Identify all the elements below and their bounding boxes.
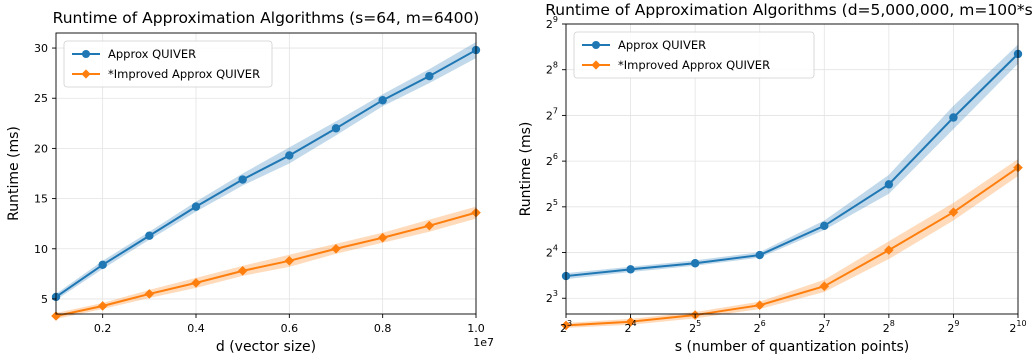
- y-tick-exponent: 7: [553, 106, 558, 115]
- series-2-point: [191, 278, 201, 288]
- y-tick-label: 25: [34, 92, 48, 105]
- series-2-point: [97, 301, 108, 311]
- legend-box: [573, 31, 815, 79]
- x-tick-label: 0.6: [281, 322, 299, 335]
- legend: Approx QUIVER *Improved Approx QUIVER: [63, 40, 273, 88]
- series-2-point: [819, 281, 830, 292]
- y-tick-exponent: 5: [553, 198, 558, 207]
- y-axis-label: Runtime (ms): [6, 126, 22, 221]
- y-tick-label: 25: [546, 198, 558, 214]
- series-1-point: [425, 71, 434, 81]
- series-1-confidence-band: [566, 44, 1018, 280]
- series-1-point: [191, 202, 201, 211]
- series-2-point: [331, 243, 341, 254]
- legend: Approx QUIVER *Improved Approx QUIVER: [573, 31, 815, 79]
- series-2-point: [51, 311, 61, 321]
- series-1-point: [98, 260, 107, 270]
- series-1-point: [690, 259, 700, 268]
- y-tick-label: 20: [34, 142, 48, 155]
- y-tick-exponent: 9: [553, 15, 558, 24]
- series-2-point: [237, 266, 248, 276]
- legend-marker-2: [81, 69, 91, 79]
- legend-label-1: Approx QUIVER: [618, 38, 706, 52]
- x-tick-label: 26: [754, 319, 766, 335]
- series-2-line: [565, 166, 1019, 327]
- x-tick-exponent: 9: [954, 319, 959, 328]
- y-tick-label: 10: [34, 243, 48, 256]
- x-tick-label: 27: [818, 319, 830, 335]
- x-scale-offset-label: 1e7: [473, 336, 494, 349]
- plot-frame: [565, 23, 1019, 315]
- series-2-point: [625, 316, 636, 327]
- series-1-point: [626, 265, 635, 274]
- series-1-point: [378, 96, 387, 105]
- x-tick-label: 210: [1009, 319, 1026, 335]
- series-1-point: [949, 113, 958, 122]
- chart-left-svg: 0.2 0.4 0.6 0.8 1.0 5 10 15 20 25 30 Runtime of Ap…: [6, 9, 494, 354]
- chart-title: Runtime of Approximation Algorithms (d=5…: [545, 1, 1034, 19]
- y-tick-label: 26: [546, 152, 558, 168]
- x-tick-exponent: 3: [567, 319, 572, 328]
- series-2-point: [948, 207, 959, 217]
- series-2-point: [377, 232, 388, 243]
- y-tick-label: 27: [546, 106, 558, 122]
- x-tick-exponent: 8: [890, 319, 895, 328]
- x-tick-exponent: 10: [1016, 319, 1026, 328]
- legend-box: [63, 40, 273, 88]
- series-2-point: [284, 256, 295, 266]
- y-tick-label: 30: [34, 42, 48, 55]
- series-1-point: [285, 151, 294, 160]
- y-tick-label: 24: [546, 244, 558, 260]
- y-tick-exponent: 4: [553, 244, 558, 253]
- chart-left: 0.2 0.4 0.6 0.8 1.0 5 10 15 20 25 30 Runtime of Ap…: [0, 0, 512, 354]
- x-tick-label: 0.2: [94, 322, 112, 335]
- chart-title: Runtime of Approximation Algorithms (s=6…: [53, 9, 480, 27]
- x-tick-label: 0.4: [187, 322, 205, 335]
- y-tick-label: 23: [546, 289, 558, 305]
- series-2-point: [754, 300, 765, 310]
- series-1-point: [145, 231, 154, 240]
- y-tick-label: 15: [34, 193, 48, 206]
- x-axis-label: s (number of quantization points): [675, 339, 910, 354]
- x-tick-exponent: 5: [696, 319, 701, 328]
- y-tick-exponent: 8: [553, 61, 558, 70]
- x-tick-label: 23: [560, 319, 572, 335]
- series-1-point: [331, 124, 341, 133]
- x-tick-label: 28: [883, 319, 895, 335]
- series-1-point: [884, 180, 894, 189]
- legend-label-1: Approx QUIVER: [108, 47, 196, 61]
- legend-label-2: *Improved Approx QUIVER: [108, 67, 260, 81]
- x-tick-label: 24: [625, 319, 637, 335]
- plot-frame: [55, 32, 477, 315]
- x-tick-label: 29: [947, 319, 959, 335]
- y-axis-label: Runtime (ms): [518, 122, 534, 217]
- x-tick-label: 1.0: [467, 322, 485, 335]
- x-tick-exponent: 4: [632, 319, 637, 328]
- x-tick-label: 0.8: [374, 322, 392, 335]
- chart-right: 23 24 25 26 27 28 29 210 23 24 25 26 27 28 29 Runtime …: [512, 0, 1034, 354]
- series-1-point: [820, 221, 829, 231]
- y-tick-exponent: 6: [553, 152, 558, 161]
- x-tick-exponent: 6: [761, 319, 766, 328]
- series-1-line: [55, 49, 477, 298]
- series-2-point: [144, 289, 155, 299]
- series-2-point: [884, 245, 894, 255]
- series-2-line: [55, 211, 477, 317]
- y-tick-exponent: 3: [553, 289, 558, 298]
- series-1-point: [238, 175, 247, 184]
- series-1-line: [565, 53, 1019, 278]
- legend-marker-1: [82, 50, 90, 58]
- series-1-point: [755, 250, 764, 260]
- y-tick-label: 28: [546, 61, 558, 77]
- x-tick-label: 25: [689, 319, 701, 335]
- x-tick-exponent: 7: [825, 319, 830, 328]
- legend-marker-1: [592, 41, 600, 49]
- series-2-point: [424, 220, 435, 231]
- x-axis-label: d (vector size): [216, 339, 316, 354]
- y-tick-label: 5: [41, 293, 48, 306]
- legend-label-2: *Improved Approx QUIVER: [618, 58, 770, 72]
- legend-marker-2: [591, 60, 601, 70]
- series-2-confidence-band: [566, 159, 1018, 328]
